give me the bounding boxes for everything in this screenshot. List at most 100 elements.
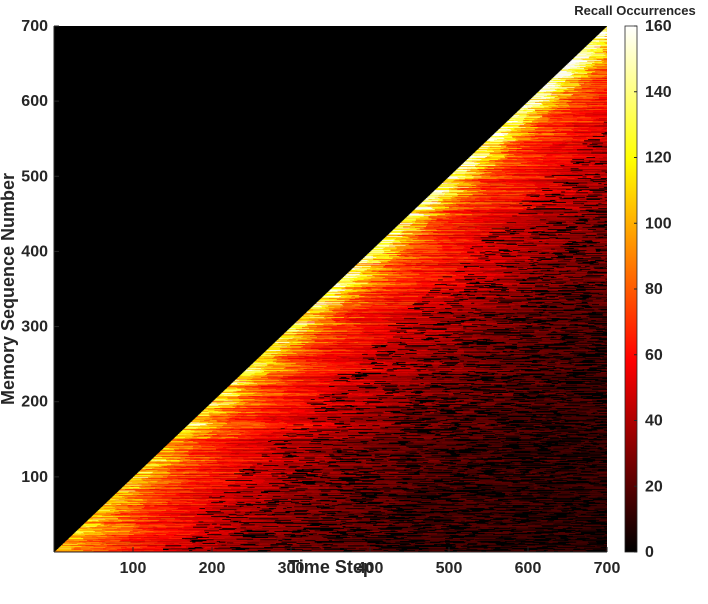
heatmap-cell: [457, 532, 469, 534]
heatmap-cell: [354, 533, 371, 536]
heatmap-cell: [595, 540, 607, 542]
heatmap-cell: [228, 545, 237, 548]
heatmap-cell: [105, 545, 112, 548]
heatmap-cell: [342, 531, 347, 533]
heatmap-cell: [182, 533, 199, 535]
heatmap-cell: [229, 530, 234, 533]
heatmap-cell: [390, 530, 396, 532]
heatmap-cell: [323, 536, 334, 539]
heatmap-cell: [370, 530, 379, 532]
heatmap-cell: [280, 535, 285, 537]
heatmap-cell: [365, 527, 370, 529]
heatmap-cell: [127, 528, 143, 530]
heatmap-cell: [291, 538, 299, 540]
heatmap-cell: [330, 530, 339, 532]
heatmap-cell: [196, 544, 208, 546]
heatmap-cell: [251, 531, 262, 533]
heatmap-cell: [505, 542, 515, 545]
heatmap-cell: [504, 538, 521, 540]
heatmap-cell: [291, 550, 300, 552]
heatmap-cell: [561, 529, 576, 531]
heatmap-cell: [542, 545, 559, 548]
heatmap-cell: [535, 533, 542, 535]
heatmap-cell: [298, 540, 304, 542]
heatmap-cell: [385, 533, 400, 535]
heatmap-cell: [537, 541, 549, 543]
heatmap-cell: [524, 548, 538, 551]
heatmap-cell: [588, 542, 593, 545]
heatmap-cell: [558, 535, 574, 537]
heatmap-cell: [445, 547, 459, 549]
heatmap-cell: [72, 545, 82, 548]
heatmap-cell: [407, 541, 418, 543]
heatmap-cell: [598, 539, 607, 542]
heatmap-cell: [360, 545, 376, 548]
heatmap-cell: [140, 546, 156, 548]
heatmap-cell: [154, 527, 167, 529]
heatmap-cell: [423, 529, 437, 531]
heatmap-cell: [170, 527, 176, 529]
heatmap-cell: [466, 527, 482, 529]
heatmap-cell: [381, 546, 393, 548]
heatmap-cell: [230, 542, 244, 545]
heatmap-cell: [558, 541, 571, 543]
heatmap-cell: [308, 535, 323, 537]
heatmap-cell: [364, 546, 379, 548]
heatmap-cell: [603, 545, 607, 548]
heatmap-cell: [535, 542, 546, 544]
heatmap-cell: [311, 549, 328, 551]
heatmap-cell: [452, 549, 465, 551]
heatmap-cell: [403, 549, 410, 551]
heatmap-cell: [553, 527, 563, 529]
heatmap-cell: [304, 533, 310, 536]
heatmap-cell: [171, 542, 183, 544]
heatmap-cell: [516, 548, 531, 550]
heatmap-cell: [543, 547, 554, 549]
heatmap-cell: [101, 531, 119, 533]
heatmap-cell: [187, 539, 192, 542]
heatmap-cell: [275, 533, 281, 535]
heatmap-cell: [377, 540, 384, 542]
heatmap-cell: [365, 549, 369, 551]
heatmap-cell: [369, 527, 386, 529]
heatmap-cell: [253, 527, 262, 529]
heatmap-cell: [558, 529, 563, 531]
heatmap-cell: [439, 530, 444, 532]
heatmap-cell: [153, 534, 159, 536]
heatmap-cell: [173, 539, 180, 541]
heatmap-cell: [370, 533, 380, 536]
heatmap-cell: [419, 528, 435, 530]
heatmap-cell: [571, 536, 586, 538]
heatmap-cell: [230, 534, 244, 536]
heatmap-cell: [249, 548, 258, 550]
heatmap-cell: [524, 542, 540, 545]
heatmap-cell: [306, 528, 310, 530]
heatmap-cell: [321, 548, 325, 551]
heatmap-cell: [130, 541, 146, 543]
heatmap-cell: [176, 533, 191, 536]
heatmap-cell: [154, 542, 164, 545]
heatmap-cell: [225, 541, 233, 543]
heatmap-cell: [424, 531, 432, 533]
heatmap-cell: [70, 536, 87, 538]
heatmap-cell: [332, 539, 340, 542]
heatmap-cell: [56, 549, 69, 551]
heatmap-cell: [355, 530, 365, 533]
heatmap-cell: [518, 532, 532, 534]
heatmap-cell: [363, 532, 375, 534]
heatmap-cell: [407, 548, 420, 551]
heatmap-cell: [422, 538, 432, 540]
heatmap-cell: [576, 544, 591, 546]
heatmap-cell: [546, 532, 554, 534]
heatmap-cell: [183, 536, 197, 539]
heatmap-cell: [365, 531, 383, 533]
heatmap-cell: [156, 545, 165, 548]
heatmap-cell: [498, 541, 507, 543]
heatmap-cell: [128, 534, 142, 536]
heatmap-cell: [73, 533, 78, 535]
heatmap-cell: [136, 537, 142, 539]
heatmap-cell: [278, 539, 283, 542]
heatmap-cell: [291, 531, 301, 533]
heatmap-cell: [142, 542, 150, 545]
heatmap-cell: [93, 538, 99, 540]
